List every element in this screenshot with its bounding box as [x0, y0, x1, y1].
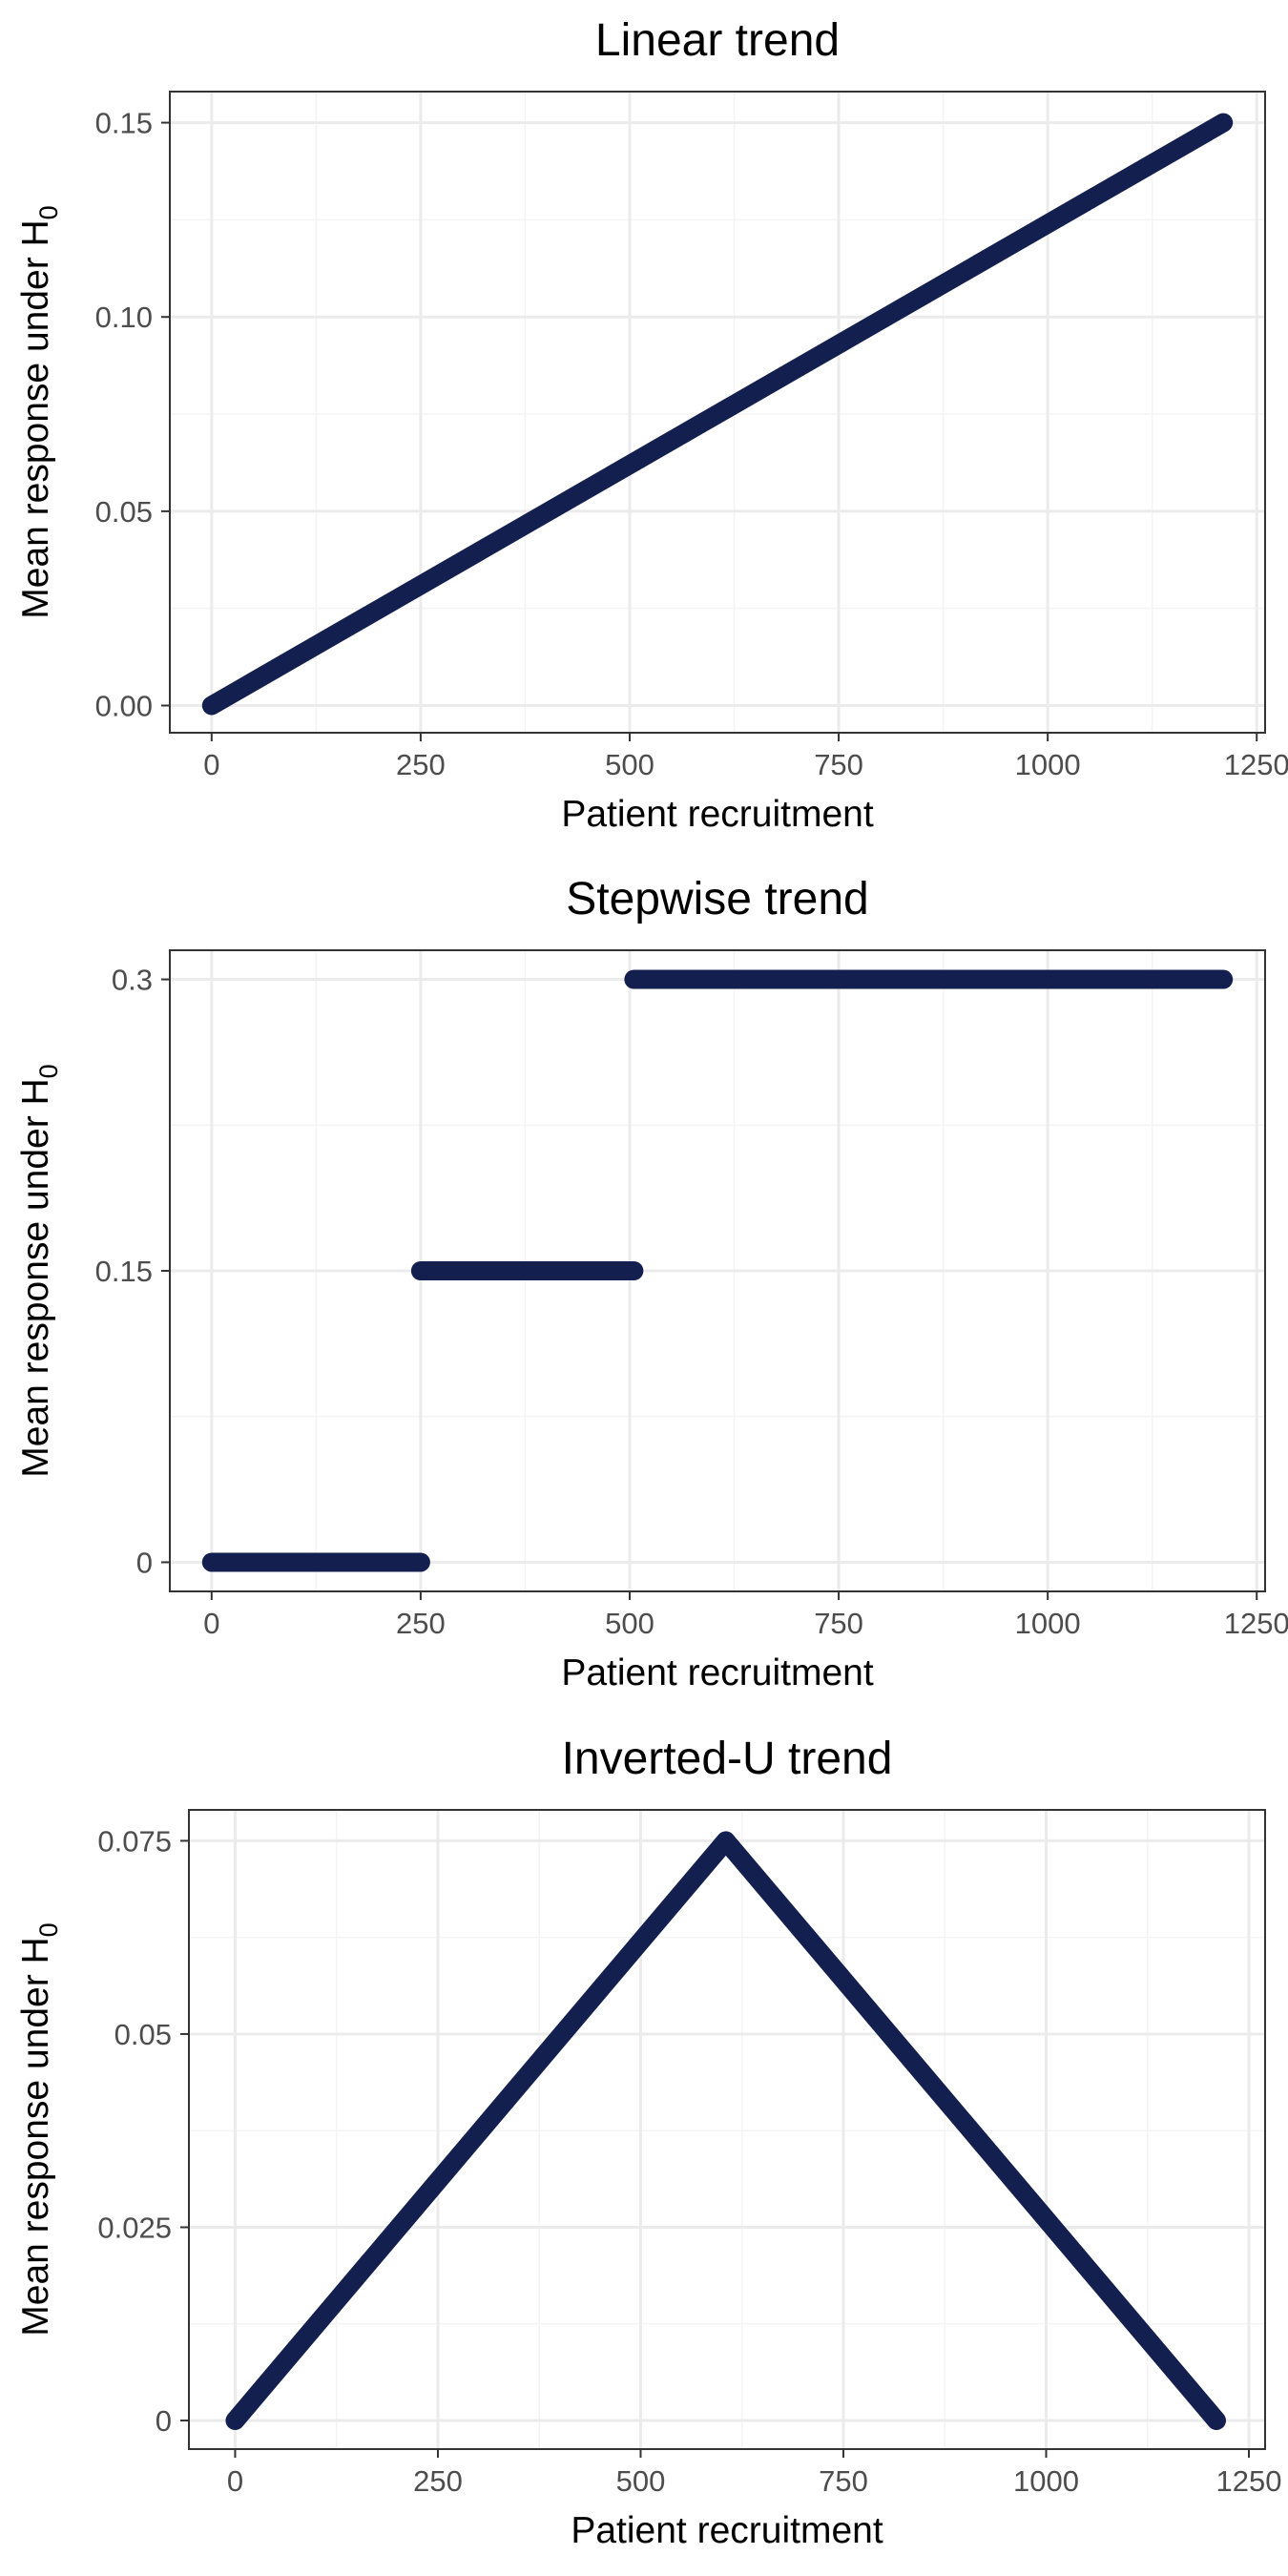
chart-title: Stepwise trend [566, 874, 869, 924]
y-axis-title-main: Mean response under H [15, 219, 56, 618]
x-tick-label: 0 [203, 1607, 219, 1640]
x-tick-label: 1250 [1224, 1607, 1288, 1640]
y-axis-title-subscript: 0 [34, 205, 63, 219]
y-tick-label: 0 [136, 1546, 153, 1579]
y-tick-label: 0.15 [95, 107, 153, 140]
x-tick-label: 1250 [1216, 2464, 1282, 2498]
x-axis-title: Patient recruitment [561, 794, 873, 835]
x-tick-label: 750 [819, 2464, 868, 2498]
x-tick-label: 250 [413, 2464, 463, 2498]
x-tick-label: 500 [605, 748, 654, 781]
panel-border [169, 91, 1266, 734]
y-axis-title-main: Mean response under H [15, 1078, 56, 1477]
y-tick-label: 0 [156, 2404, 172, 2438]
x-axis-title: Patient recruitment [571, 2510, 883, 2551]
chart-panel-1: 0 250 500 750 1000 1250 0.00 0.05 0.10 0.15 Linear… [15, 15, 1288, 835]
y-axis-title: Mean response under H0 [15, 1064, 63, 1477]
y-tick-label: 0.025 [97, 2211, 172, 2244]
plot-panel [189, 1810, 1265, 2449]
y-tick-label: 0.075 [97, 1824, 172, 1858]
x-tick-label: 750 [814, 1607, 863, 1640]
panel-border [188, 1809, 1266, 2450]
series-line-segment-1 [201, 113, 1234, 716]
y-tick-label: 0.3 [112, 964, 153, 997]
y-tick-label: 0.05 [95, 495, 153, 529]
y-tick-label: 0.15 [95, 1255, 153, 1288]
x-tick-label: 500 [616, 2464, 666, 2498]
x-tick-label: 1250 [1224, 748, 1288, 781]
y-axis-title-subscript: 0 [34, 1064, 63, 1078]
x-tick-label: 1000 [1015, 748, 1081, 781]
x-tick-label: 0 [227, 2464, 243, 2498]
x-tick-label: 250 [396, 748, 446, 781]
x-tick-label: 500 [605, 1607, 654, 1640]
y-tick-label: 0.05 [114, 2018, 172, 2051]
y-axis-title: Mean response under H0 [15, 205, 63, 618]
y-tick-label: 0.10 [95, 301, 153, 334]
x-tick-label: 1000 [1015, 1607, 1081, 1640]
series-line-segment-1 [225, 1831, 1226, 2431]
chart-panel-3: 0 250 500 750 1000 1250 0 0.025 0.05 0.075 Inverte… [15, 1734, 1281, 2551]
y-axis-title-subscript: 0 [34, 1922, 63, 1937]
y-axis-title: Mean response under H0 [15, 1922, 63, 2336]
chart-title: Inverted-U trend [562, 1734, 893, 1784]
y-tick-label: 0.00 [95, 689, 153, 722]
chart-title: Linear trend [595, 15, 840, 66]
y-axis-title-main: Mean response under H [15, 1937, 56, 2336]
chart-panel-2: 0 250 500 750 1000 1250 0 0.15 0.3 Stepwise trend… [15, 874, 1288, 1693]
x-axis-title: Patient recruitment [561, 1652, 873, 1693]
x-tick-label: 1000 [1013, 2464, 1079, 2498]
x-tick-label: 750 [814, 748, 863, 781]
x-tick-label: 0 [203, 748, 219, 781]
x-tick-label: 250 [396, 1607, 446, 1640]
